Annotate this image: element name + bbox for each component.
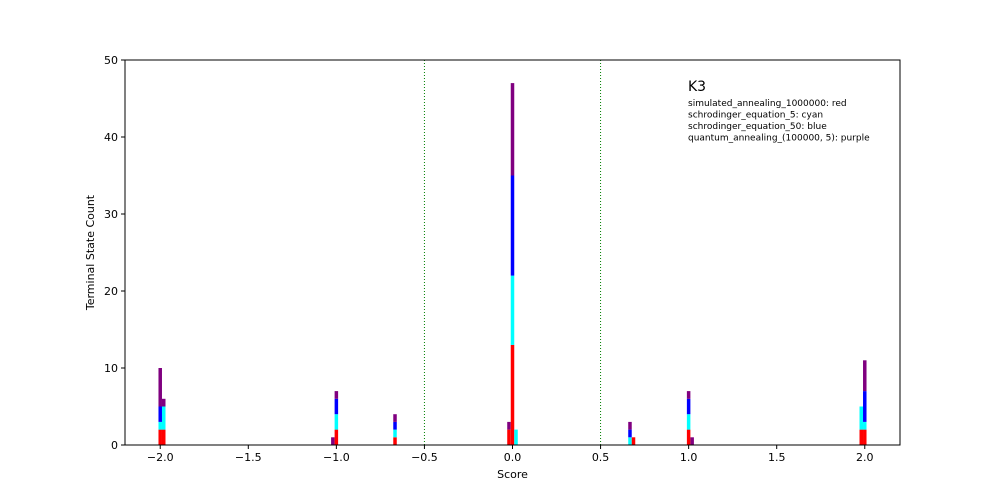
bar-segment: [510, 175, 515, 276]
legend-entry-schrodinger-50: schrodinger_equation_50: blue: [688, 122, 827, 132]
x-tick-label: 0.5: [592, 451, 610, 464]
y-axis-ticks: 0 10 20 30 40 50: [104, 54, 125, 452]
bar-segment: [631, 437, 636, 445]
threshold-lines: [423, 60, 602, 445]
x-tick-label: −0.5: [411, 451, 438, 464]
y-axis-label: Terminal State Count: [84, 194, 97, 311]
bar-segment: [331, 437, 335, 445]
bar-segment: [863, 360, 867, 392]
legend-entry-schrodinger-5: schrodinger_equation_5: cyan: [688, 111, 823, 121]
chart-title: K3: [688, 79, 706, 95]
bar-segment: [510, 344, 515, 445]
bar-segment: [162, 406, 166, 430]
bar-segment: [859, 406, 863, 430]
bar-segment: [628, 429, 632, 438]
y-tick-label: 30: [104, 208, 118, 221]
bar-segment: [158, 429, 162, 445]
bar-segment: [510, 275, 515, 345]
bar-segment: [507, 421, 511, 430]
x-axis-label: Score: [497, 468, 528, 481]
bar-segment: [393, 429, 397, 438]
bar-segment: [628, 437, 632, 445]
bar-segment: [690, 437, 694, 445]
bar-segment: [393, 414, 397, 422]
x-tick-label: −1.0: [323, 451, 350, 464]
bar-segment: [162, 398, 166, 407]
y-tick-label: 10: [104, 362, 118, 375]
bar-segment: [334, 414, 339, 430]
x-tick-label: −1.5: [235, 451, 262, 464]
x-axis-ticks: −2.0 −1.5 −1.0 −0.5 0.0 0.5 1.0 1.5 2.0: [147, 445, 874, 464]
x-tick-label: −2.0: [147, 451, 174, 464]
bar-segment: [158, 421, 162, 430]
bar-segment: [334, 429, 339, 445]
bar-segment: [393, 437, 397, 445]
bar-segment: [158, 368, 162, 407]
bar-segment: [334, 391, 339, 399]
y-tick-label: 50: [104, 54, 118, 67]
bar-segment: [393, 421, 397, 430]
x-tick-label: 2.0: [856, 451, 874, 464]
bar-segment: [686, 398, 691, 415]
bar-segment: [510, 83, 515, 176]
legend-text-block: simulated_annealing_1000000: red schrodi…: [688, 99, 870, 144]
legend-entry-simulated-annealing: simulated_annealing_1000000: red: [688, 99, 847, 109]
bar-segment: [162, 429, 166, 445]
bar-segment: [863, 429, 867, 445]
bar-segment: [507, 429, 511, 445]
y-tick-label: 20: [104, 285, 118, 298]
bar-segment: [628, 421, 632, 430]
bar-segment: [863, 391, 867, 422]
bar-segment: [514, 429, 518, 445]
x-tick-label: 1.5: [768, 451, 786, 464]
bar-segment: [859, 429, 863, 445]
bar-segment: [686, 429, 691, 445]
y-tick-label: 40: [104, 131, 118, 144]
bar-segment: [863, 421, 867, 430]
bar-layer: [158, 83, 867, 445]
y-tick-label: 0: [111, 439, 118, 452]
x-tick-label: 1.0: [680, 451, 698, 464]
bar-segment: [334, 398, 339, 415]
legend-entry-quantum-annealing: quantum_annealing_(100000, 5): purple: [688, 134, 870, 144]
bar-segment: [686, 414, 691, 430]
bar-segment: [686, 391, 691, 399]
x-tick-label: 0.0: [504, 451, 522, 464]
bar-segment: [158, 406, 162, 422]
